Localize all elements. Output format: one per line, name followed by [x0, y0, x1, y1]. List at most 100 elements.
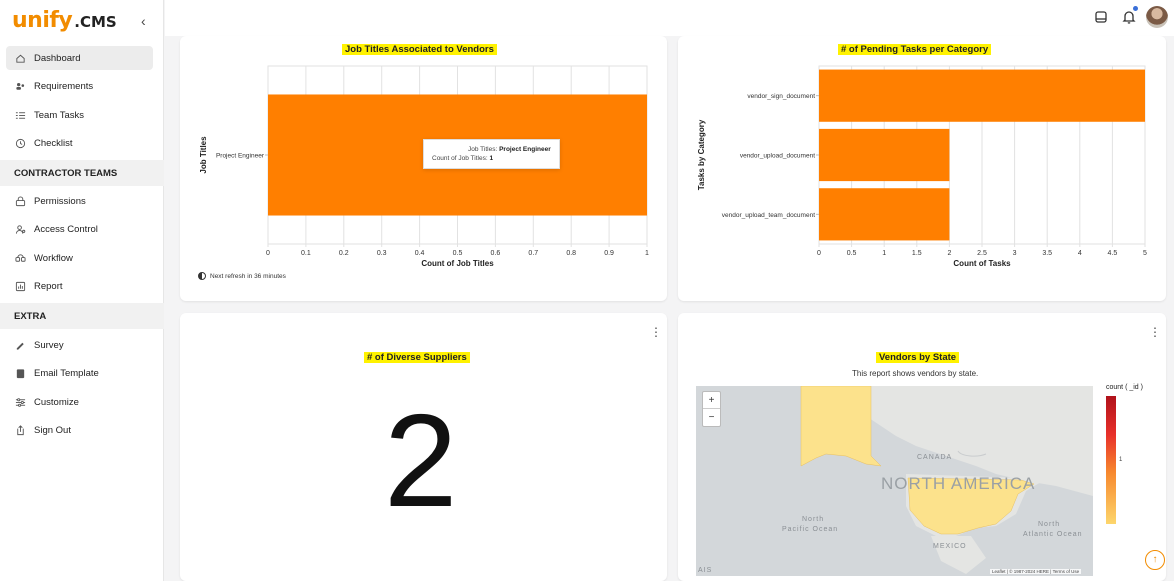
map-subtitle: This report shows vendors by state. [852, 369, 979, 378]
sidebar: unify .CMS ‹ Dashboard Requirements Team T… [0, 0, 164, 581]
app-logo[interactable]: unify .CMS [12, 8, 117, 36]
x-tick-label: 3 [1013, 250, 1017, 257]
zoom-in-button[interactable]: + [703, 392, 720, 409]
bar[interactable] [819, 69, 1145, 122]
top-bar [165, 0, 1174, 36]
y-axis-title: Job Titles [199, 136, 208, 174]
tooltip-value-2: 1 [489, 155, 494, 162]
clock-icon [14, 138, 26, 150]
tooltip-key-2: Count of Job Titles: [432, 155, 488, 162]
x-tick-label: 3.5 [1042, 250, 1052, 257]
map-attribution[interactable]: Leaflet | © 1987-2024 HERE | Terms of Us… [990, 569, 1082, 574]
x-tick-label: 0.4 [415, 250, 425, 257]
sidebar-item-label: Customize [34, 396, 79, 408]
sidebar-item-label: Checklist [34, 138, 73, 149]
sidebar-item-permissions[interactable]: Permissions [6, 189, 153, 213]
legend-color-bar [1106, 396, 1116, 524]
tooltip-value-1: Project Engineer [499, 146, 551, 153]
sidebar-item-label: Dashboard [34, 52, 81, 64]
chart-tooltip: Job Titles: Project Engineer Count of Jo… [423, 139, 560, 169]
card-title-pending-tasks: # of Pending Tasks per Category [838, 44, 992, 55]
workflow-icon [14, 252, 26, 264]
x-tick-label: 0 [266, 250, 270, 257]
x-tick-label: 0.8 [566, 250, 576, 257]
x-tick-label: 1.5 [912, 250, 922, 257]
x-tick-label: 0.1 [301, 250, 311, 257]
y-tick-label: vendor_upload_team_document [722, 212, 815, 219]
sidebar-item-label: Report [34, 281, 63, 292]
map-label-npo-2: Pacific Ocean [782, 526, 839, 533]
map-label-nao-1: North [1038, 521, 1061, 528]
x-tick-label: 2.5 [977, 250, 987, 257]
x-tick-label: 0.5 [453, 250, 463, 257]
bar[interactable] [819, 128, 950, 182]
sidebar-item-sign-out[interactable]: Sign Out [6, 419, 153, 443]
x-tick-label: 0.5 [847, 250, 857, 257]
sidebar-item-email-template[interactable]: Email Template [6, 362, 153, 386]
scroll-top-button[interactable]: ↑ [1145, 550, 1165, 570]
collapse-sidebar-button[interactable]: ‹ [141, 13, 146, 29]
y-tick-label: vendor_upload_document [740, 153, 815, 160]
x-tick-label: 0 [817, 250, 821, 257]
card-title-job-titles: Job Titles Associated to Vendors [342, 44, 497, 55]
sidebar-item-report[interactable]: Report [6, 275, 153, 299]
logo-suffix: .CMS [74, 13, 117, 31]
sidebar-item-dashboard[interactable]: Dashboard [6, 46, 153, 70]
notification-dot [1133, 6, 1138, 11]
map-label-npo-1: North [802, 516, 825, 523]
legend-tick: 1 [1119, 457, 1123, 463]
sidebar-item-label: Workflow [34, 252, 73, 264]
user-gear-icon [14, 224, 26, 236]
x-tick-label: 0.6 [491, 250, 501, 257]
lock-icon [14, 195, 26, 207]
sidebar-item-label: Permissions [34, 195, 86, 207]
list-icon [14, 109, 26, 121]
x-tick-label: 5 [1143, 250, 1147, 257]
map-label-nao-2: Atlantic Ocean [1023, 531, 1083, 538]
survey-icon [14, 339, 26, 351]
sidebar-item-workflow[interactable]: Workflow [6, 246, 153, 270]
sidebar-item-access-control[interactable]: Access Control [6, 218, 153, 242]
tooltip-key-1: Job Titles: [468, 146, 498, 153]
y-axis-title: Tasks by Category [697, 119, 706, 190]
x-tick-label: 2 [947, 250, 951, 257]
diverse-suppliers-value: 2 [384, 387, 458, 534]
vendors-map[interactable]: CANADA NORTH AMERICA MEXICO North Pacifi… [696, 386, 1093, 576]
section-extra: EXTRA [0, 303, 164, 329]
x-tick-label: 0.7 [528, 250, 538, 257]
x-axis-title: Count of Tasks [953, 259, 1011, 268]
sidebar-item-checklist[interactable]: Checklist [6, 132, 153, 156]
x-axis-title: Count of Job Titles [421, 259, 494, 268]
sliders-icon [14, 396, 26, 408]
x-tick-label: 1 [882, 250, 886, 257]
sign-out-icon [14, 425, 26, 437]
card-menu-icon[interactable]: ⋮ [650, 325, 662, 339]
notes-icon[interactable] [1092, 8, 1110, 26]
avatar[interactable] [1146, 6, 1168, 28]
section-contractor-teams: CONTRACTOR TEAMS [0, 160, 164, 186]
report-icon [14, 281, 26, 293]
sidebar-item-label: Access Control [34, 224, 98, 235]
map-label-mexico: MEXICO [933, 543, 967, 550]
zoom-out-button[interactable]: − [708, 412, 715, 423]
card-title-vendors-state: Vendors by State [876, 352, 960, 363]
sidebar-item-customize[interactable]: Customize [6, 390, 153, 414]
sidebar-item-label: Survey [34, 339, 64, 351]
card-menu-icon[interactable]: ⋮ [1149, 325, 1161, 339]
bar[interactable] [819, 188, 950, 241]
sidebar-item-requirements[interactable]: Requirements [6, 75, 153, 99]
sidebar-item-label: Email Template [34, 368, 99, 379]
x-tick-label: 1 [645, 250, 649, 257]
map-label-north-america: NORTH AMERICA [881, 474, 1036, 493]
logo-text: unify [12, 8, 73, 33]
refresh-text: Next refresh in 36 minutes [210, 272, 286, 280]
sidebar-item-label: Requirements [34, 81, 94, 92]
x-tick-label: 0.9 [604, 250, 614, 257]
sidebar-item-survey[interactable]: Survey [6, 333, 153, 357]
bell-icon[interactable] [1120, 8, 1138, 26]
legend-title: count ( _id ) [1106, 384, 1143, 391]
x-tick-label: 4 [1078, 250, 1082, 257]
sidebar-item-team-tasks[interactable]: Team Tasks [6, 103, 153, 127]
refresh-clock-icon [198, 272, 206, 280]
